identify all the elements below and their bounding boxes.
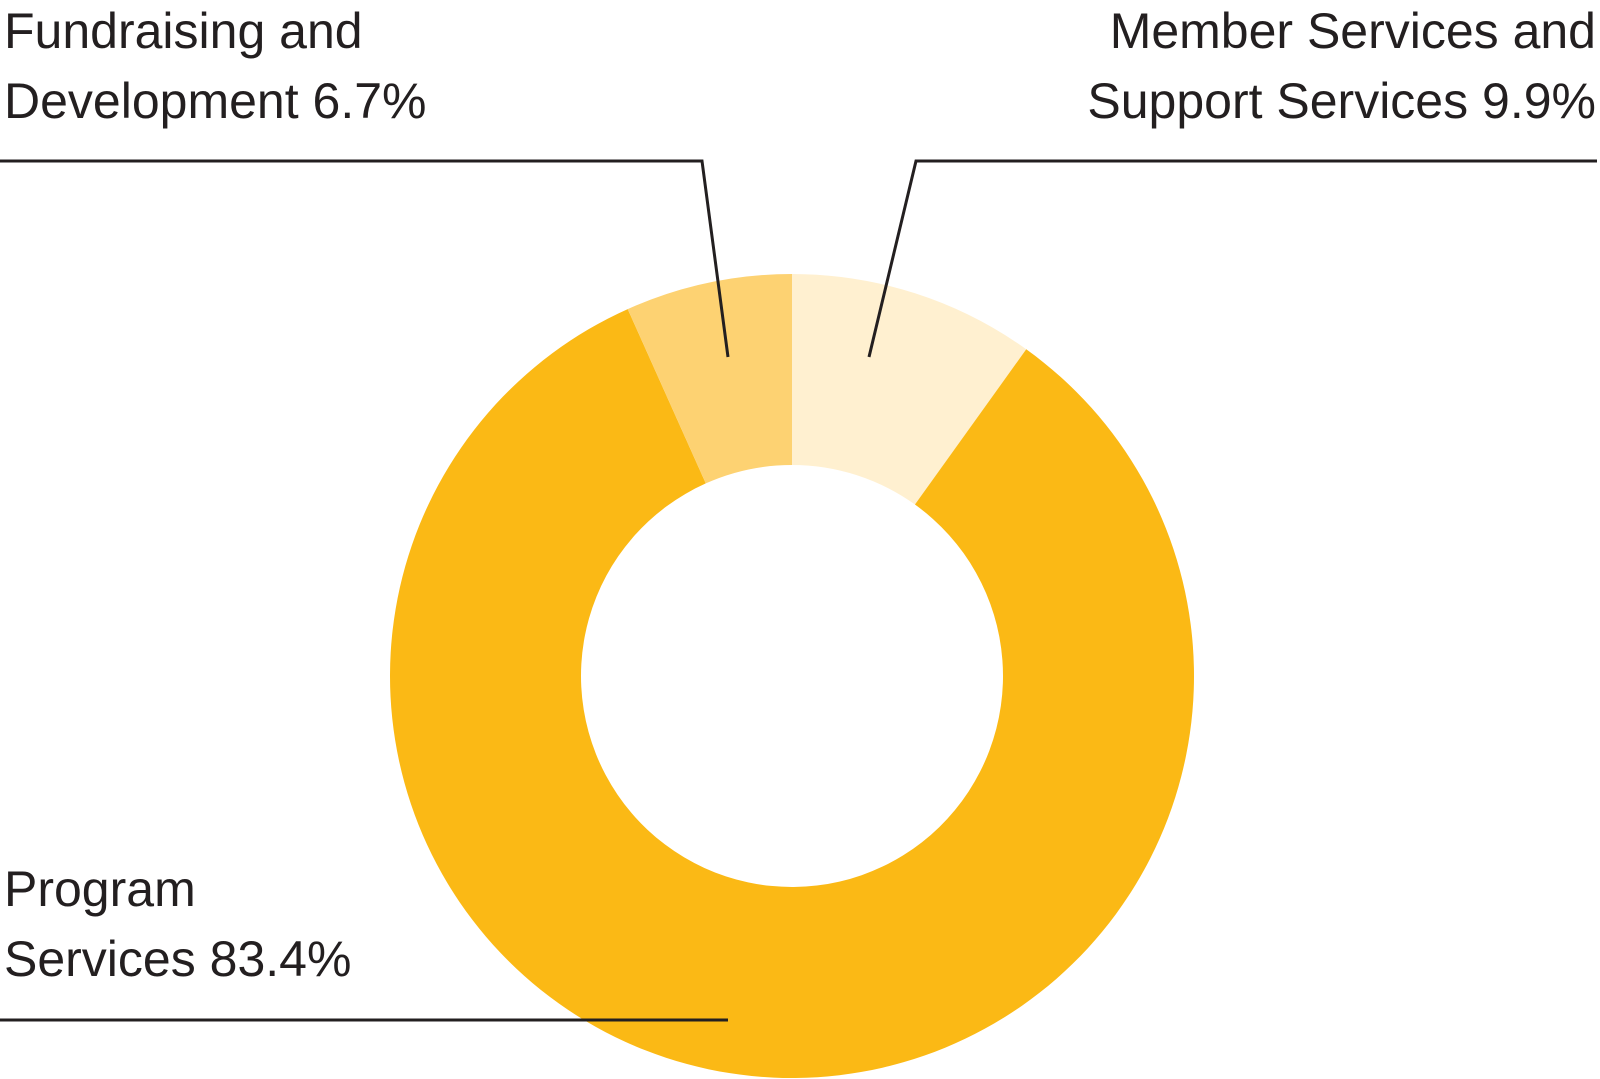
donut: [390, 274, 1195, 1078]
value-label: 6.7%: [312, 73, 427, 129]
category-label: Program Services: [4, 861, 196, 987]
donut-segment: [792, 274, 1027, 505]
donut-segment: [390, 309, 1195, 1078]
category-label: Fundraising and Development: [4, 3, 363, 129]
value-label: 9.9%: [1482, 73, 1596, 129]
value-label: 83.4%: [209, 931, 352, 987]
leader-line: [867, 159, 1597, 358]
leader-line: [0, 159, 730, 358]
category-label: Member Services and Support Services: [1087, 3, 1596, 129]
segment-label: Member Services and Support Services 9.9…: [936, 0, 1596, 136]
donut-segment: [627, 274, 792, 484]
segment-label: Fundraising and Development 6.7%: [4, 0, 574, 136]
segment-label: Program Services 83.4%: [4, 854, 394, 994]
